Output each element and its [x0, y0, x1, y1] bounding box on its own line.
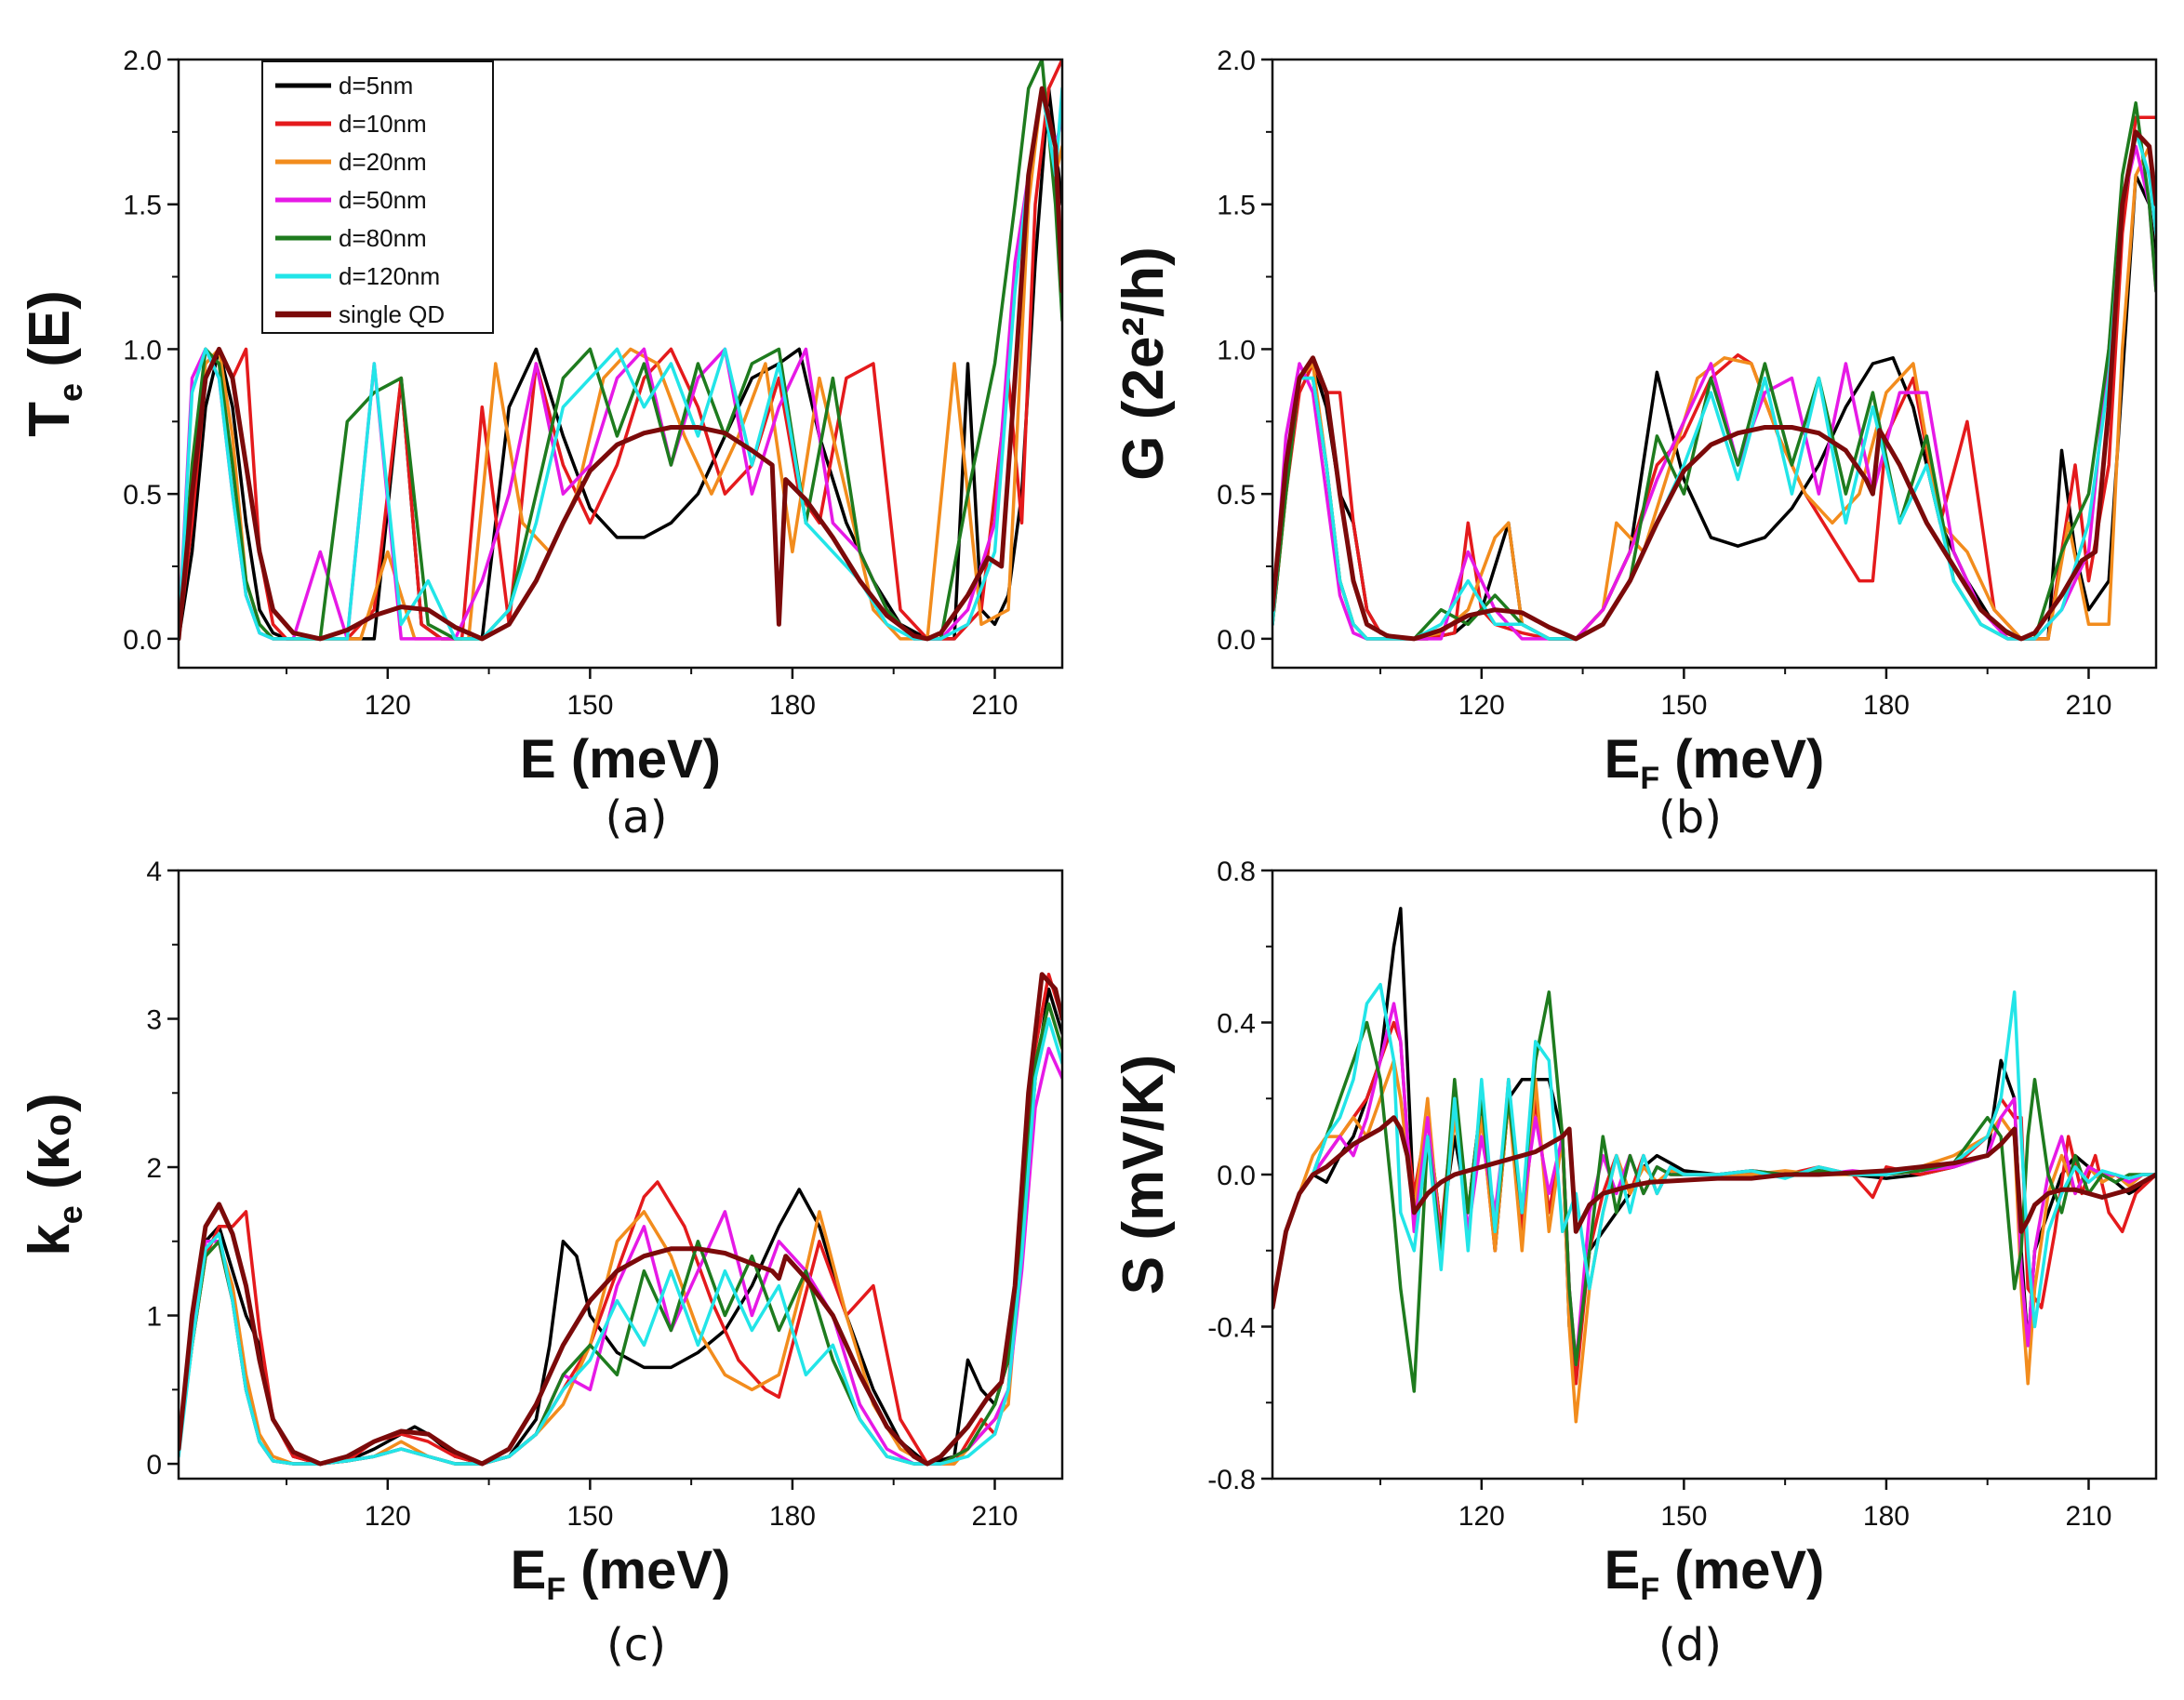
y-tick-label: 1	[146, 1302, 162, 1333]
y-tick-label: 1.0	[123, 335, 162, 365]
y-tick-label: 0.4	[1217, 1009, 1256, 1040]
y-tick-label: 0.0	[123, 625, 162, 656]
panel-d: 120 150 180 210 -0.8 -0.4 0.0 0.4 0.8 EF (meV) S (…	[1112, 857, 2158, 1671]
series-line-single-qd	[1272, 1115, 2156, 1310]
panel-caption: (b)	[1658, 791, 1722, 843]
y-tick-label: 1.0	[1217, 335, 1256, 365]
legend: d=5nm d=10nm d=20nm d=50nm d=80nm d=120nm sing…	[261, 60, 494, 334]
panel-c: 120 150 180 210 0 1 2 3 4 EF (meV) ke (κ₀) (c)	[18, 857, 1064, 1671]
series-line-single-qd	[179, 972, 1062, 1467]
plot-frame	[177, 869, 1064, 1481]
y-tick-label: 1.5	[1217, 191, 1256, 221]
series-group	[179, 972, 1062, 1467]
panel-caption: (a)	[606, 791, 668, 843]
series-line-d-80nm	[179, 1002, 1062, 1466]
series-line-d-20nm	[179, 1002, 1062, 1466]
series-line-d-5nm	[179, 86, 1062, 641]
legend-box	[261, 60, 494, 334]
y-axis-title: Te (E)	[18, 290, 89, 437]
x-tick-label: 210	[2065, 1501, 2111, 1532]
x-tick-label: 150	[1660, 690, 1707, 721]
plot-frame	[1271, 58, 2158, 670]
series-line-d-120nm	[1272, 130, 2156, 641]
x-axis-title: EF (meV)	[1605, 1540, 1825, 1607]
x-tick-label: 210	[971, 1501, 1018, 1532]
panel-a: 120 150 180 210 0.0 0.5 1.0 1.5 2.0 E (meV) Te (E)…	[18, 46, 1064, 843]
y-tick-label: 1.5	[123, 191, 162, 221]
legend-label: d=5nm	[339, 72, 413, 100]
x-tick-label: 150	[566, 690, 613, 721]
legend-label: d=80nm	[339, 224, 427, 252]
series-line-single-qd	[179, 86, 1062, 642]
legend-label: d=20nm	[339, 148, 427, 176]
x-axis-title: EF (meV)	[1605, 729, 1825, 796]
y-tick-label: 3	[146, 1005, 162, 1036]
y-tick-label: 0.8	[1217, 857, 1256, 887]
series-line-d-50nm	[1272, 1002, 2156, 1367]
y-tick-label: 0	[146, 1450, 162, 1481]
panel-b: 120 150 180 210 0.0 0.5 1.0 1.5 2.0 EF (meV) G (2e…	[1112, 46, 2158, 843]
x-tick-label: 120	[1458, 1501, 1505, 1532]
x-tick-label: 150	[566, 1501, 613, 1532]
plot-frame	[177, 58, 1064, 670]
series-line-d-10nm	[179, 972, 1062, 1466]
y-tick-label: 0.5	[1217, 480, 1256, 511]
series-group	[179, 60, 1062, 642]
panel-caption: (c)	[606, 1619, 666, 1671]
series-line-d-120nm	[179, 1016, 1062, 1466]
y-tick-label: 0.0	[1217, 1161, 1256, 1191]
series-line-d-120nm	[1272, 982, 2156, 1329]
series-line-d-80nm	[179, 60, 1062, 641]
y-axis-title: S (mV/K)	[1112, 1055, 1176, 1295]
x-tick-label: 180	[1863, 690, 1910, 721]
x-axis-title: EF (meV)	[511, 1540, 731, 1607]
x-tick-label: 150	[1660, 1501, 1707, 1532]
x-tick-label: 210	[971, 690, 1018, 721]
legend-label: d=10nm	[339, 110, 427, 138]
series-group	[1272, 907, 2156, 1424]
y-tick-label: -0.4	[1207, 1313, 1256, 1344]
legend-label: single QD	[339, 300, 445, 328]
series-line-d-50nm	[179, 1046, 1062, 1466]
x-tick-label: 120	[365, 1501, 411, 1532]
x-tick-label: 210	[2065, 690, 2111, 721]
y-tick-label: 2.0	[1217, 46, 1256, 76]
y-tick-label: 2.0	[123, 46, 162, 76]
series-group	[1272, 100, 2156, 642]
x-tick-label: 180	[1863, 1501, 1910, 1532]
legend-label: d=120nm	[339, 262, 440, 290]
legend-label: d=50nm	[339, 186, 427, 214]
x-tick-label: 120	[1458, 690, 1505, 721]
x-tick-label: 180	[769, 690, 816, 721]
y-tick-label: 0.0	[1217, 625, 1256, 656]
y-tick-label: 2	[146, 1153, 162, 1184]
y-tick-label: 0.5	[123, 480, 162, 511]
y-axis-title: G (2e²/h)	[1112, 246, 1176, 480]
panel-caption: (d)	[1658, 1619, 1722, 1671]
y-axis-title: ke (κ₀)	[18, 1093, 89, 1256]
y-tick-label: 4	[146, 857, 162, 887]
y-tick-label: -0.8	[1207, 1465, 1256, 1495]
series-line-d-120nm	[179, 86, 1062, 641]
x-axis-title: E (meV)	[520, 729, 721, 790]
x-tick-label: 120	[365, 690, 411, 721]
series-line-d-5nm	[179, 987, 1062, 1466]
series-line-single-qd	[1272, 129, 2156, 642]
x-tick-label: 180	[769, 1501, 816, 1532]
